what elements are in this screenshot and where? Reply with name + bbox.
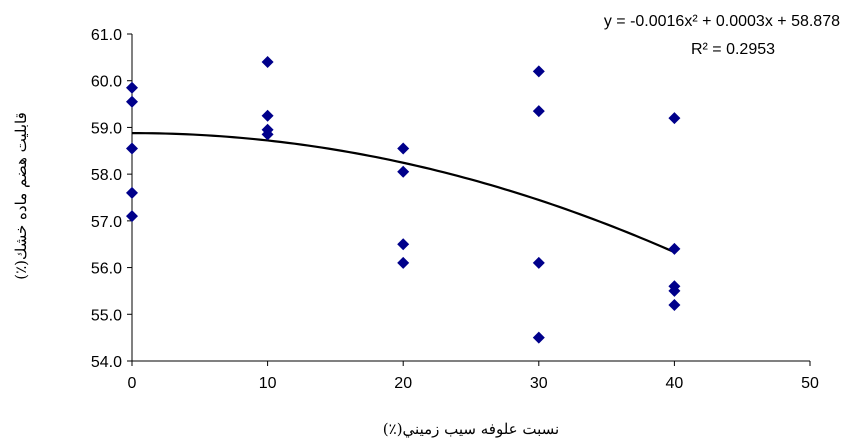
data-point <box>532 65 545 78</box>
y-tick-label: 61.0 <box>91 27 122 44</box>
x-tick-label: 30 <box>530 375 548 392</box>
x-tick-label: 10 <box>259 375 277 392</box>
x-tick-label: 20 <box>394 375 412 392</box>
data-point <box>261 56 274 69</box>
y-tick-label: 56.0 <box>91 261 122 278</box>
y-tick-label: 60.0 <box>91 74 122 91</box>
r-squared-label: R² = 0.2953 <box>691 41 775 58</box>
trendline-equation: y = -0.0016x² + 0.0003x + 58.878 <box>604 13 840 30</box>
data-point <box>397 238 410 251</box>
y-tick-label: 55.0 <box>91 307 122 324</box>
data-point <box>532 256 545 269</box>
x-axis-title: نسبت علوفه سيب زميني(٪) <box>383 420 559 438</box>
y-axis-title: قابليت هضم ماده خشك(٪) <box>12 112 30 280</box>
data-point <box>261 128 274 141</box>
data-point <box>397 256 410 269</box>
data-point <box>397 142 410 155</box>
data-point <box>532 105 545 118</box>
y-tick-label: 59.0 <box>91 120 122 137</box>
data-point <box>126 95 138 108</box>
y-tick-label: 58.0 <box>91 167 122 184</box>
trendline <box>131 132 675 254</box>
data-point <box>126 210 138 223</box>
x-axis: 0 10 20 30 40 50 <box>128 360 819 392</box>
data-point <box>668 242 681 255</box>
x-tick-label: 40 <box>666 375 684 392</box>
data-point <box>397 165 410 178</box>
data-point <box>668 112 681 125</box>
data-point <box>668 298 681 311</box>
y-axis: 54.0 55.0 56.0 57.0 58.0 59.0 60.0 61.0 <box>91 27 133 371</box>
data-point <box>126 81 138 94</box>
data-point <box>126 186 138 199</box>
x-tick-label: 0 <box>128 375 137 392</box>
data-point <box>261 109 274 122</box>
x-tick-label: 50 <box>801 375 819 392</box>
y-tick-label: 57.0 <box>91 214 122 231</box>
data-point <box>126 142 138 155</box>
trendline-group <box>131 132 675 254</box>
data-point <box>668 284 681 297</box>
y-tick-label: 54.0 <box>91 354 122 371</box>
data-points <box>126 56 681 344</box>
data-point <box>532 331 545 344</box>
